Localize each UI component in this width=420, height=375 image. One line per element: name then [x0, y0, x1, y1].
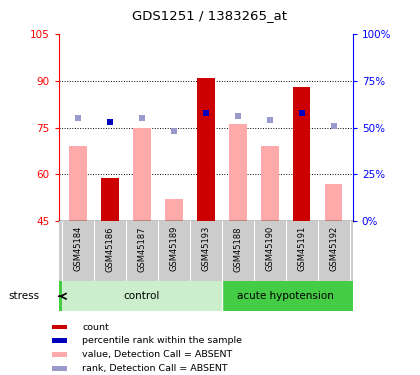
Text: GSM45192: GSM45192: [329, 226, 338, 271]
Bar: [52, 325, 67, 329]
Bar: [165, 200, 183, 221]
Text: count: count: [82, 322, 109, 332]
Text: control: control: [124, 291, 160, 301]
Bar: [69, 146, 87, 221]
Bar: [52, 352, 67, 357]
Bar: [261, 146, 278, 221]
Bar: [293, 87, 310, 221]
Text: GSM45191: GSM45191: [297, 226, 306, 271]
Bar: [229, 124, 247, 221]
Text: percentile rank within the sample: percentile rank within the sample: [82, 336, 242, 345]
Bar: [52, 338, 67, 343]
Text: GSM45186: GSM45186: [105, 226, 114, 272]
Text: GSM45188: GSM45188: [233, 226, 242, 272]
Text: GSM45190: GSM45190: [265, 226, 274, 271]
Bar: [62, 281, 222, 311]
Bar: [52, 366, 67, 371]
Text: acute hypotension: acute hypotension: [237, 291, 334, 301]
Text: GSM45187: GSM45187: [137, 226, 147, 272]
Bar: [133, 128, 151, 221]
Text: GSM45184: GSM45184: [74, 226, 82, 272]
Text: rank, Detection Call = ABSENT: rank, Detection Call = ABSENT: [82, 364, 228, 373]
Text: stress: stress: [8, 291, 39, 301]
Text: GDS1251 / 1383265_at: GDS1251 / 1383265_at: [132, 9, 288, 22]
Bar: [325, 184, 342, 221]
Text: GSM45193: GSM45193: [201, 226, 210, 272]
Text: value, Detection Call = ABSENT: value, Detection Call = ABSENT: [82, 350, 233, 359]
Bar: [197, 78, 215, 221]
Bar: [101, 177, 119, 221]
Text: GSM45189: GSM45189: [169, 226, 178, 272]
